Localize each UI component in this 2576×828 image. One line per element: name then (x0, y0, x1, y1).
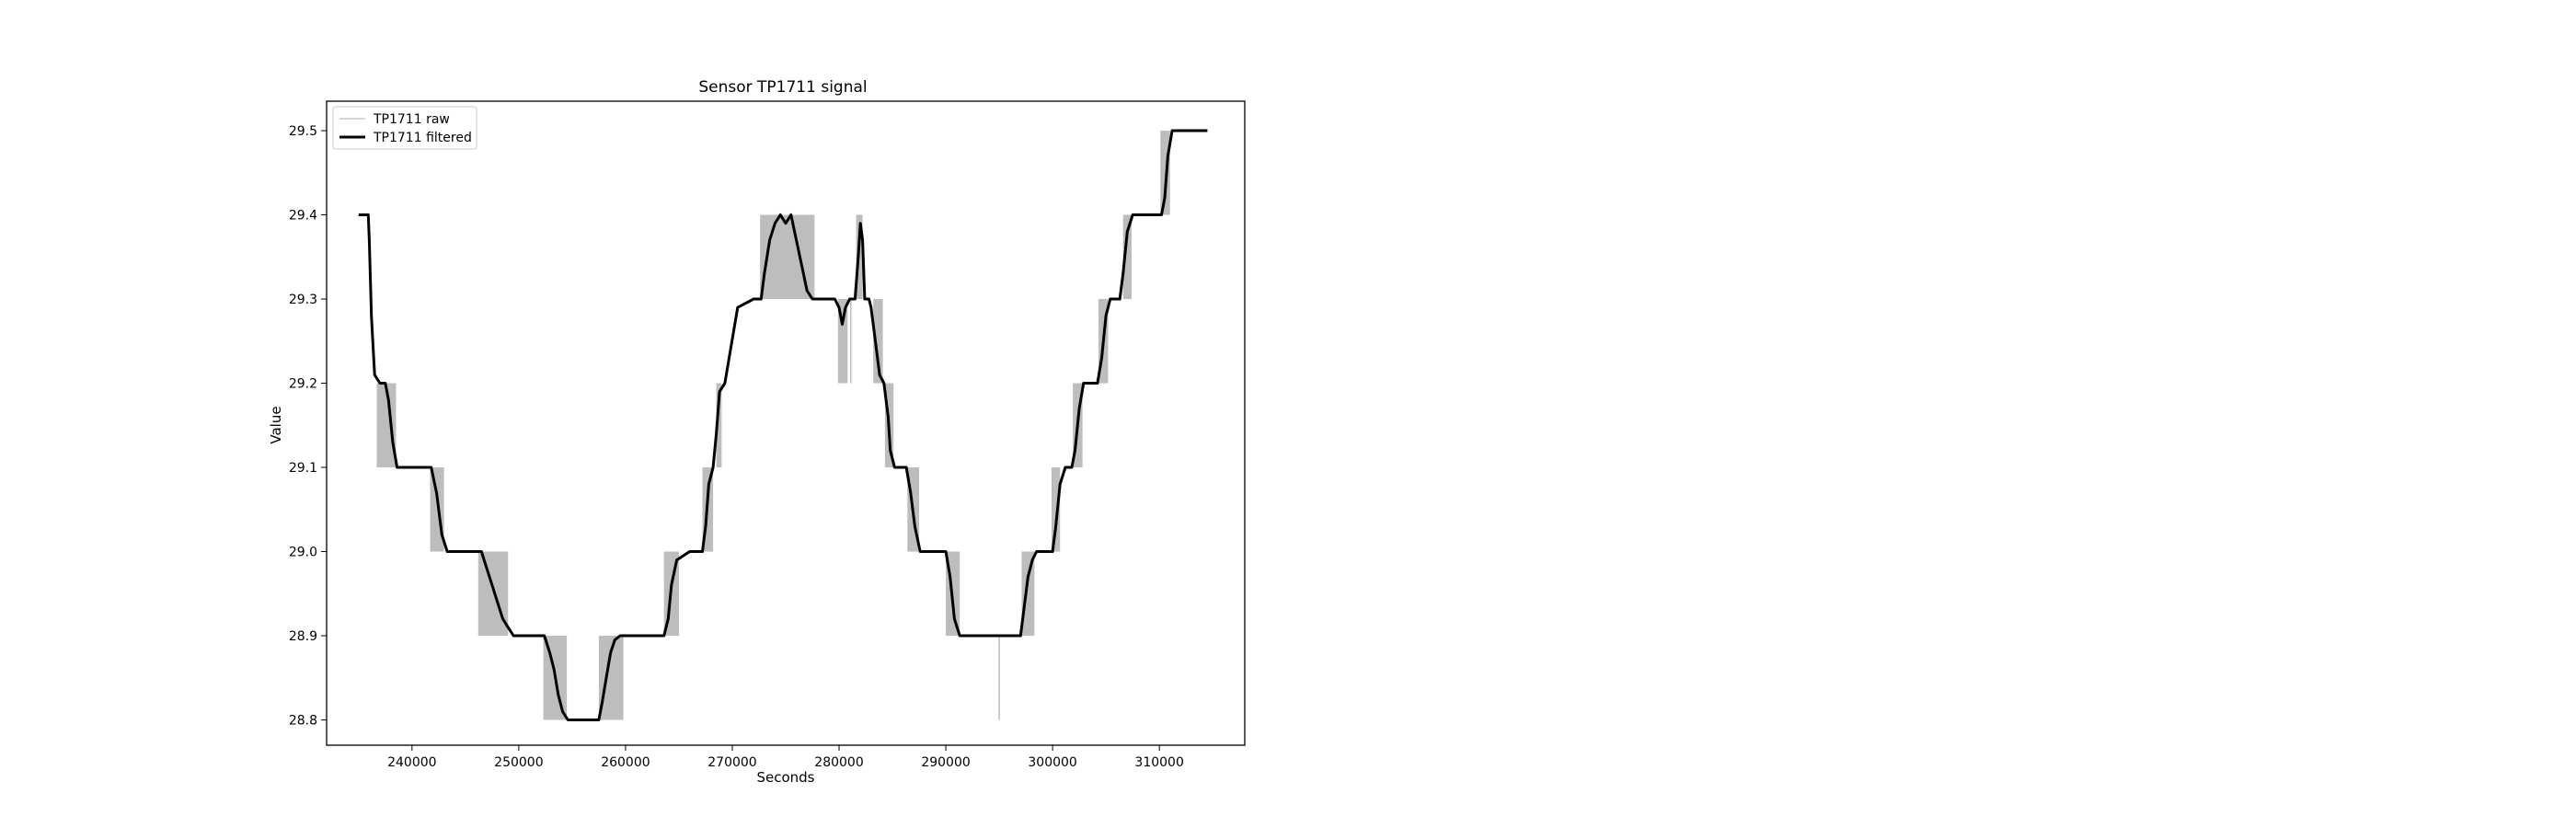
y-axis-label: Value (268, 406, 284, 443)
x-tick-label: 250000 (494, 755, 543, 770)
raw-band-0 (376, 383, 397, 468)
y-tick-label: 29.3 (289, 293, 317, 307)
y-tick-label: 29.4 (289, 209, 317, 224)
y-tick-label: 29.0 (289, 546, 317, 560)
legend-box (332, 106, 477, 150)
plot-frame (326, 100, 1246, 746)
raw-band-16 (1051, 467, 1061, 552)
x-tick-label: 270000 (707, 755, 756, 770)
raw-series (376, 131, 1170, 720)
legend-label-raw: TP1711 raw (373, 112, 450, 127)
y-tick-label: 29.5 (289, 124, 317, 139)
raw-band-7 (716, 383, 722, 468)
raw-band-2 (477, 551, 509, 637)
legend: TP1711 raw TP1711 filtered (332, 106, 477, 150)
x-tick-label: 240000 (387, 755, 436, 770)
filtered-series-line (358, 129, 1208, 721)
x-tick-label: 300000 (1028, 755, 1076, 770)
y-tick-label: 28.8 (289, 714, 317, 729)
y-axis: 28.8 28.9 29.0 29.1 29.2 29.3 29.4 29.5 (289, 124, 327, 729)
chart-title: Sensor TP1711 signal (698, 78, 867, 97)
y-tick-label: 28.9 (289, 629, 317, 644)
x-tick-label: 280000 (814, 755, 863, 770)
plot-area (326, 100, 1246, 746)
raw-band-15 (1021, 551, 1035, 637)
legend-label-filtered: TP1711 filtered (373, 131, 472, 145)
raw-band-11 (873, 299, 883, 384)
x-tick-label: 260000 (601, 755, 650, 770)
x-axis-label: Seconds (756, 769, 814, 786)
x-axis: 240000 250000 260000 270000 280000 290000 3000… (387, 745, 1184, 770)
raw-band-9 (837, 299, 848, 384)
y-tick-label: 29.2 (289, 377, 317, 392)
y-tick-label: 29.1 (289, 461, 317, 476)
raw-band-19 (1122, 214, 1132, 300)
x-tick-label: 310000 (1134, 755, 1183, 770)
x-tick-label: 290000 (921, 755, 970, 770)
